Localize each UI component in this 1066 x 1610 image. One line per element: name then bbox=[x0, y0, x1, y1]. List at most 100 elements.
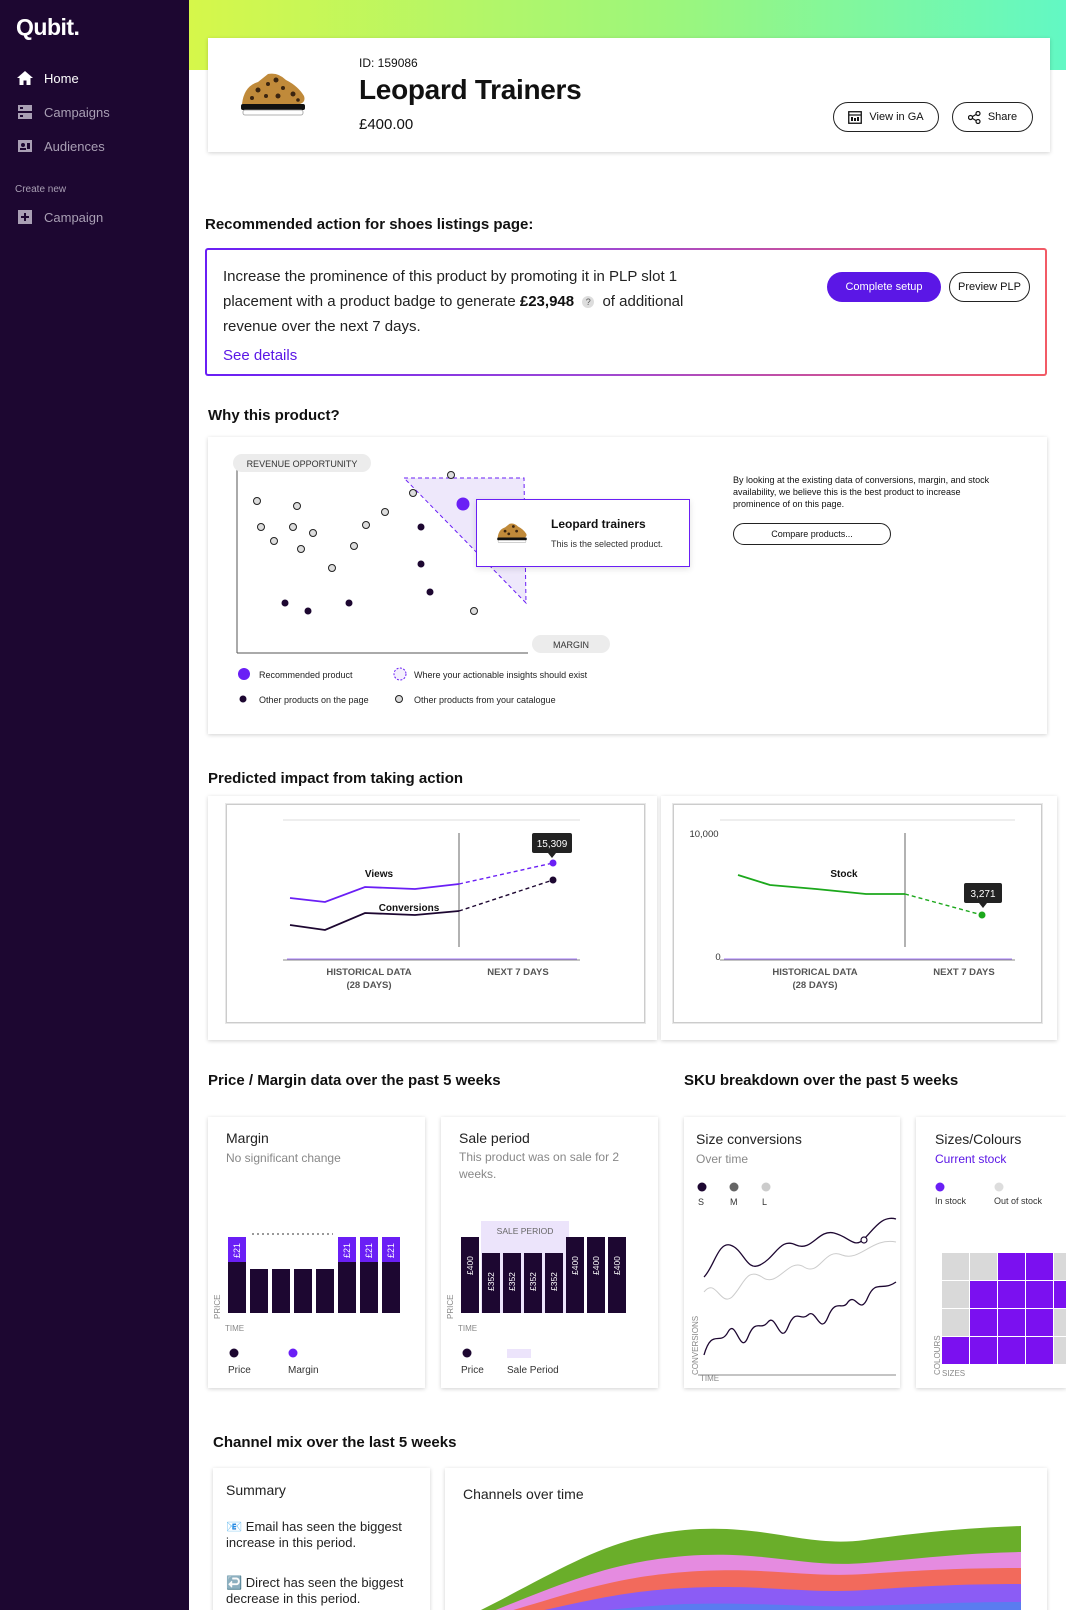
create-new-label: Create new bbox=[15, 184, 67, 195]
stock-cell[interactable] bbox=[998, 1337, 1025, 1364]
sidebar-item-campaigns[interactable]: Campaigns bbox=[16, 102, 110, 122]
catalogue-product-point[interactable] bbox=[297, 545, 305, 553]
preview-plp-button[interactable]: Preview PLP bbox=[949, 272, 1030, 302]
complete-setup-button[interactable]: Complete setup bbox=[827, 272, 941, 302]
historical-label: HISTORICAL DATA bbox=[772, 967, 857, 978]
catalogue-product-point[interactable] bbox=[409, 489, 417, 497]
revenue-margin-scatter: REVENUE OPPORTUNITY MARGIN Recommended p… bbox=[233, 454, 610, 705]
legend-in-stock-label: In stock bbox=[935, 1196, 967, 1206]
stock-cell[interactable] bbox=[942, 1337, 969, 1364]
stock-cell[interactable] bbox=[970, 1253, 997, 1280]
stock-cell[interactable] bbox=[1054, 1253, 1066, 1280]
stock-cell[interactable] bbox=[1054, 1281, 1066, 1308]
catalogue-product-point[interactable] bbox=[447, 471, 455, 479]
see-details-link[interactable]: See details bbox=[223, 347, 298, 364]
stock-cell[interactable] bbox=[970, 1309, 997, 1336]
summary-email-text: 📧 Email has seen the biggest increase in… bbox=[226, 1519, 402, 1550]
page-product-point[interactable] bbox=[345, 599, 353, 607]
stock-cell[interactable] bbox=[1054, 1309, 1066, 1336]
views-forecast-point[interactable] bbox=[549, 859, 557, 867]
catalogue-product-point[interactable] bbox=[293, 502, 301, 510]
stock-cell[interactable] bbox=[970, 1337, 997, 1364]
price-margin-heading: Price / Margin data over the past 5 week… bbox=[208, 1072, 501, 1089]
product-name: Leopard Trainers bbox=[359, 74, 582, 105]
channels-title: Channels over time bbox=[463, 1486, 584, 1502]
share-button[interactable]: Share bbox=[952, 102, 1033, 132]
share-label: Share bbox=[987, 111, 1018, 123]
size-s-line bbox=[703, 1217, 897, 1278]
catalogue-product-point[interactable] bbox=[309, 529, 317, 537]
channels-stream-chart bbox=[480, 1526, 1021, 1610]
stock-forecast-point[interactable] bbox=[978, 911, 986, 919]
stock-cell[interactable] bbox=[942, 1309, 969, 1336]
stock-callout-bubble bbox=[964, 883, 1002, 903]
stock-cell[interactable] bbox=[942, 1281, 969, 1308]
callout-pointer bbox=[548, 853, 556, 858]
share-icon bbox=[967, 110, 981, 124]
conversions-forecast-point[interactable] bbox=[549, 876, 557, 884]
page-product-point[interactable] bbox=[426, 588, 434, 596]
margin-bar-label: £21 bbox=[232, 1243, 242, 1258]
sidebar-item-home[interactable]: Home bbox=[16, 68, 79, 88]
recommended-product-point[interactable] bbox=[456, 497, 470, 511]
stock-cell[interactable] bbox=[998, 1253, 1025, 1280]
margin-bar-label: £21 bbox=[386, 1243, 396, 1258]
next-days-label: NEXT 7 DAYS bbox=[933, 967, 994, 978]
legend-margin-label: Margin bbox=[288, 1365, 319, 1376]
sidebar-item-audiences[interactable]: Audiences bbox=[16, 136, 105, 156]
why-this-product-heading: Why this product? bbox=[208, 407, 340, 424]
compare-products-button[interactable]: Compare products... bbox=[733, 523, 891, 545]
catalogue-product-point[interactable] bbox=[270, 537, 278, 545]
stock-cell[interactable] bbox=[1026, 1253, 1053, 1280]
price-bar bbox=[503, 1253, 521, 1313]
catalogue-product-point[interactable] bbox=[350, 542, 358, 550]
conversions-history-line bbox=[289, 910, 460, 931]
sku-breakdown-heading: SKU breakdown over the past 5 weeks bbox=[684, 1072, 959, 1089]
view-in-ga-button[interactable]: View in GA bbox=[833, 102, 939, 132]
catalogue-product-point[interactable] bbox=[362, 521, 370, 529]
stock-cell[interactable] bbox=[1026, 1281, 1053, 1308]
legend-price-dot bbox=[229, 1348, 239, 1358]
stock-forecast-line bbox=[904, 893, 983, 916]
catalogue-product-point[interactable] bbox=[253, 497, 261, 505]
views-conversions-card: Views Conversions 15,309 HISTORICAL DATA… bbox=[208, 796, 657, 1040]
stock-cell[interactable] bbox=[970, 1281, 997, 1308]
stock-cell[interactable] bbox=[1026, 1309, 1053, 1336]
legend-out-of-stock-label: Out of stock bbox=[994, 1196, 1043, 1206]
margin-title: Margin bbox=[226, 1130, 269, 1146]
revenue-amount: £23,948 bbox=[519, 293, 575, 310]
size-s-highlight-point[interactable] bbox=[860, 1236, 868, 1244]
legend-l-label: L bbox=[762, 1197, 767, 1207]
catalogue-product-point[interactable] bbox=[289, 523, 297, 531]
catalogue-product-point[interactable] bbox=[257, 523, 265, 531]
margin-bar-chart: PRICE TIME £21 £21 £21 £21 Price Margin bbox=[213, 1233, 400, 1376]
sidebar-item-create-campaign[interactable]: Campaign bbox=[16, 207, 103, 227]
size-l-line bbox=[703, 1240, 897, 1300]
help-icon[interactable]: ? bbox=[582, 296, 595, 309]
catalogue-product-point[interactable] bbox=[328, 564, 336, 572]
why-card: REVENUE OPPORTUNITY MARGIN Recommended p… bbox=[208, 437, 1047, 734]
sale-period-card: Sale period This product was on sale for… bbox=[441, 1117, 658, 1388]
sizes-colours-subtitle: Current stock bbox=[935, 1152, 1007, 1166]
page-product-point[interactable] bbox=[304, 607, 312, 615]
stock-cell[interactable] bbox=[998, 1281, 1025, 1308]
price-bar bbox=[294, 1269, 312, 1313]
stock-cell[interactable] bbox=[998, 1309, 1025, 1336]
product-image bbox=[241, 73, 305, 116]
size-conversions-card: Size conversions Over time S M L TIME CO… bbox=[684, 1117, 900, 1388]
stock-cell[interactable] bbox=[1026, 1337, 1053, 1364]
channel-summary-card: Summary 📧 Email has seen the biggest inc… bbox=[213, 1468, 430, 1610]
page-product-point[interactable] bbox=[281, 599, 289, 607]
stock-cell[interactable] bbox=[942, 1253, 969, 1280]
price-bar bbox=[587, 1237, 605, 1313]
stock-chart-frame: 10,000 0 Stock 3,271 HISTORICAL DATA (28… bbox=[673, 804, 1042, 1023]
catalogue-product-point[interactable] bbox=[470, 607, 478, 615]
stock-cell[interactable] bbox=[1054, 1337, 1066, 1364]
qubit-logo[interactable]: Qubit. bbox=[16, 14, 80, 40]
sizes-axis-label: SIZES bbox=[942, 1369, 965, 1378]
catalogue-product-point[interactable] bbox=[381, 508, 389, 516]
page-product-point[interactable] bbox=[417, 560, 425, 568]
price-bar-label: £352 bbox=[549, 1272, 559, 1291]
page-product-point[interactable] bbox=[417, 523, 425, 531]
recommendation-box: Increase the prominence of this product … bbox=[205, 248, 1047, 376]
